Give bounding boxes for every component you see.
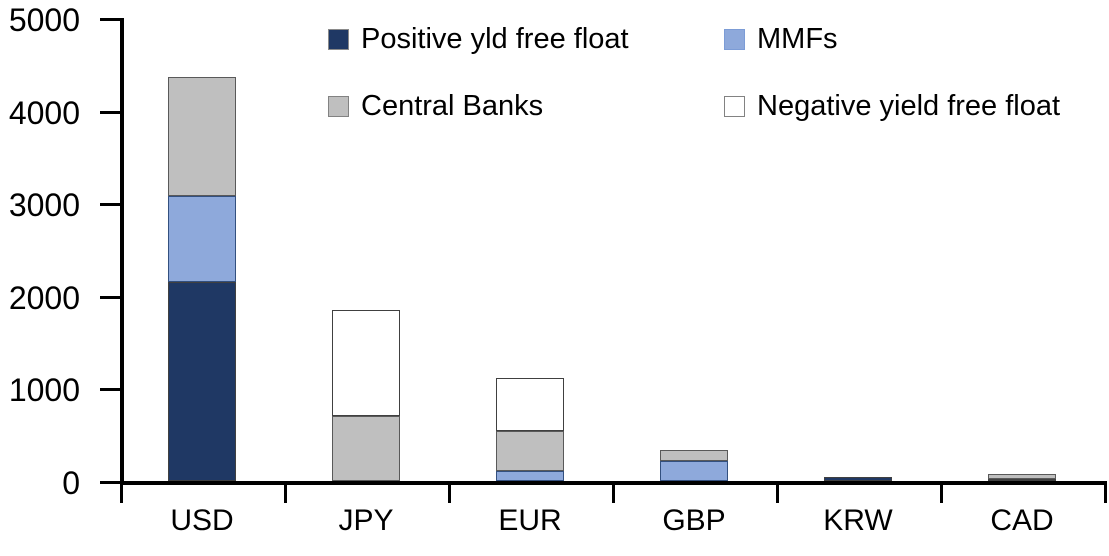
y-axis-tick [100, 295, 124, 299]
bar-segment [496, 430, 564, 471]
legend-item: Negative yield free float [724, 89, 1060, 123]
x-category-label: JPY [338, 504, 394, 537]
y-axis-tick [100, 110, 124, 114]
x-axis-tick [1104, 481, 1107, 503]
y-axis-tick [100, 203, 124, 207]
legend-swatch-icon [328, 28, 349, 50]
legend-item: MMFs [724, 22, 838, 56]
x-category-label: GBP [662, 504, 726, 537]
bar-segment [496, 470, 564, 481]
y-axis-tick [100, 388, 124, 392]
y-tick-label: 1000 [8, 372, 80, 409]
bar-segment [168, 195, 236, 282]
y-axis [120, 18, 124, 485]
legend-label: MMFs [757, 22, 838, 55]
bar-segment [988, 473, 1056, 479]
bar-segment [824, 476, 892, 481]
x-axis-tick [448, 481, 451, 503]
legend-swatch-icon [328, 95, 349, 117]
legend-swatch-icon [724, 95, 745, 117]
x-axis-tick [120, 481, 123, 503]
y-tick-label: 5000 [8, 2, 80, 38]
y-tick-label: 2000 [8, 279, 80, 316]
bar-segment [168, 77, 236, 196]
y-tick-label: 3000 [8, 187, 80, 224]
legend-label: Positive yld free float [361, 22, 629, 55]
bar-segment [988, 478, 1056, 481]
bar-segment [660, 450, 728, 461]
bar-segment [332, 416, 400, 481]
x-axis-tick [940, 481, 943, 503]
bar-segment [168, 281, 236, 481]
x-axis-tick [284, 481, 287, 503]
y-tick-label: 4000 [8, 94, 80, 131]
legend-label: Central Banks [361, 89, 544, 122]
legend-item: Central Banks [328, 89, 543, 123]
y-axis-tick [100, 481, 124, 484]
x-category-label: EUR [498, 504, 562, 537]
legend-swatch-icon [724, 28, 745, 50]
x-category-label: USD [170, 504, 234, 537]
legend-item: Positive yld free float [328, 22, 629, 56]
bar-segment [660, 460, 728, 481]
y-tick-label: 0 [62, 465, 80, 501]
legend-label: Negative yield free float [757, 89, 1061, 122]
y-axis-tick [100, 18, 124, 21]
x-axis-tick [776, 481, 779, 503]
x-category-label: CAD [990, 504, 1054, 537]
bar-segment [496, 378, 564, 431]
x-axis-tick [612, 481, 615, 503]
bar-segment [332, 309, 400, 417]
x-category-label: KRW [823, 504, 893, 537]
